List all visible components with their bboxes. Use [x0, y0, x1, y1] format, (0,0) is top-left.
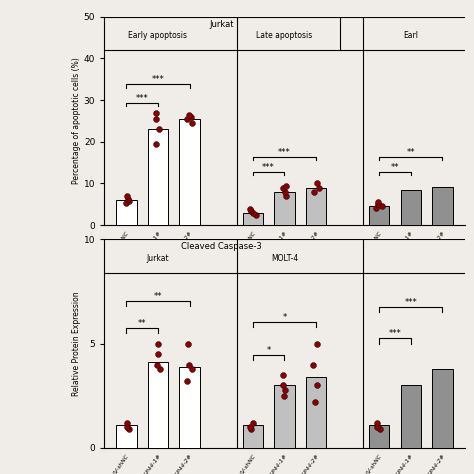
Point [314, 180, 321, 187]
Text: **: ** [391, 163, 399, 172]
Point [376, 425, 383, 433]
Text: *: * [266, 346, 271, 355]
Bar [274, 192, 295, 225]
Point [122, 200, 129, 207]
Point [246, 423, 254, 431]
Point [188, 119, 195, 127]
Point [313, 382, 320, 389]
Bar [148, 363, 168, 448]
Point [315, 184, 323, 191]
Text: Cleaved Caspase-3: Cleaved Caspase-3 [181, 243, 262, 252]
Point [279, 382, 287, 389]
Bar [274, 385, 295, 448]
Point [373, 419, 381, 427]
Text: Earl: Earl [403, 31, 418, 40]
Point [187, 113, 195, 120]
Bar [306, 188, 326, 225]
Point [252, 211, 260, 219]
Point [373, 423, 381, 431]
Point [188, 365, 196, 373]
Point [152, 140, 159, 147]
Text: Late apoptosis: Late apoptosis [256, 31, 312, 40]
Point [373, 205, 380, 212]
Point [249, 419, 257, 427]
Point [126, 197, 133, 205]
Point [123, 423, 130, 431]
Point [154, 340, 161, 347]
Text: Jurkat: Jurkat [146, 254, 169, 263]
Text: MOLT-4: MOLT-4 [271, 254, 298, 263]
Point [124, 419, 131, 427]
Text: Jurkat: Jurkat [209, 20, 234, 29]
Point [309, 361, 317, 368]
Point [125, 425, 133, 433]
Point [153, 109, 160, 116]
Text: ***: *** [404, 298, 417, 307]
Bar [148, 129, 168, 225]
Point [153, 361, 161, 368]
Point [184, 340, 191, 347]
Bar [306, 377, 326, 448]
Text: **: ** [154, 292, 162, 301]
Bar [243, 425, 263, 448]
Point [282, 182, 290, 189]
Text: **: ** [407, 148, 415, 157]
Point [155, 126, 163, 133]
Point [282, 386, 289, 393]
Point [279, 184, 287, 191]
Bar [243, 213, 263, 225]
Text: *: * [283, 313, 286, 322]
Point [310, 188, 318, 196]
Point [183, 115, 191, 123]
Point [313, 340, 321, 347]
Bar [369, 206, 390, 225]
Point [378, 202, 385, 210]
Point [282, 188, 289, 196]
Bar [401, 190, 421, 225]
Point [247, 207, 255, 214]
Text: ***: *** [389, 329, 401, 338]
Point [374, 199, 382, 206]
Bar [179, 119, 200, 225]
Point [247, 425, 255, 433]
Point [124, 195, 132, 203]
Text: **: ** [138, 319, 146, 328]
Point [311, 398, 319, 406]
Text: ***: *** [136, 94, 148, 103]
Point [156, 365, 164, 373]
Point [249, 209, 257, 217]
Bar [401, 385, 421, 448]
Point [246, 206, 254, 213]
Y-axis label: Percentage of apoptotic cells (%): Percentage of apoptotic cells (%) [72, 57, 81, 184]
Point [374, 201, 382, 208]
Point [183, 377, 191, 385]
Point [154, 350, 162, 358]
Point [279, 371, 287, 379]
Bar [116, 200, 137, 225]
Point [281, 392, 288, 400]
Text: ***: *** [262, 163, 275, 172]
Text: ***: *** [278, 148, 291, 157]
Point [185, 111, 192, 118]
Point [123, 192, 131, 200]
Point [186, 361, 193, 368]
Bar [369, 425, 390, 448]
Bar [116, 425, 137, 448]
Point [152, 115, 159, 123]
Bar [432, 369, 453, 448]
Text: ***: *** [152, 75, 164, 84]
Point [283, 192, 290, 200]
Bar [432, 187, 453, 225]
Y-axis label: Relative Protein Expression: Relative Protein Expression [72, 292, 81, 396]
Bar [179, 366, 200, 448]
Text: Early apoptosis: Early apoptosis [128, 31, 188, 40]
